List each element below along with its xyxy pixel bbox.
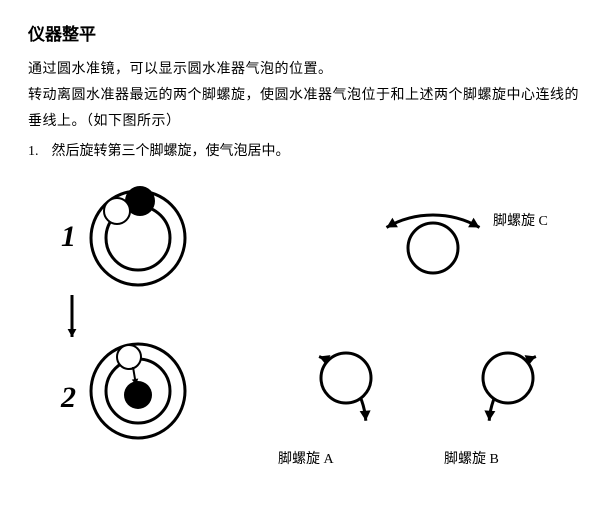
doc-title: 仪器整平 [28,20,580,45]
svg-text:2: 2 [60,381,76,414]
svg-text:脚螺旋 C: 脚螺旋 C [493,213,548,229]
svg-text:1: 1 [61,220,76,253]
list-item-1-text: 然后旋转第三个脚螺旋，使气泡居中。 [52,144,290,159]
paragraph-2: 转动离圆水准器最远的两个脚螺旋，使圆水准器气泡位于和上述两个脚螺旋中心连线的垂线… [28,83,580,135]
leveling-diagram: 1 2 脚螺旋 C 脚螺旋 A 脚螺旋 B [28,183,580,473]
list-item-1: 1. 然后旋转第三个脚螺旋，使气泡居中。 [28,139,580,165]
list-item-1-number: 1. [28,139,48,165]
svg-text:脚螺旋 A: 脚螺旋 A [278,451,334,467]
paragraph-1: 通过圆水准镜，可以显示圆水准器气泡的位置。 [28,57,580,83]
svg-text:脚螺旋 B: 脚螺旋 B [444,451,499,467]
